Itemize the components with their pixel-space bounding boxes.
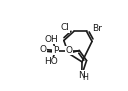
Text: P: P — [53, 46, 58, 55]
Text: OH: OH — [45, 35, 58, 44]
Text: N: N — [78, 71, 85, 80]
Text: O: O — [40, 45, 47, 54]
Text: Cl: Cl — [60, 23, 69, 32]
Text: H: H — [82, 74, 88, 82]
Text: O: O — [66, 46, 73, 55]
Text: Br: Br — [92, 24, 102, 33]
Text: HO: HO — [44, 57, 57, 66]
